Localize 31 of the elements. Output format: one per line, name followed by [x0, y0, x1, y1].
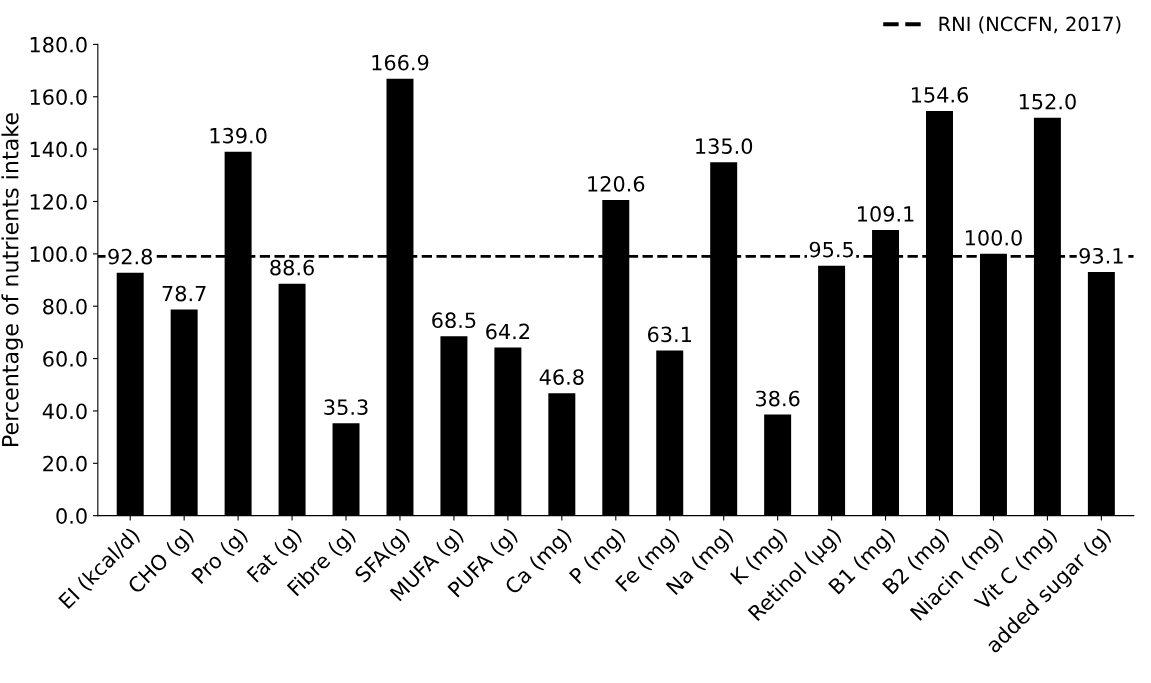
data-label: 78.7: [162, 285, 206, 302]
y-tick-label: 40.0: [42, 403, 87, 420]
data-label: 46.8: [539, 369, 584, 385]
y-tick-label: 60.0: [43, 351, 87, 367]
data-label: 64.2: [486, 323, 529, 340]
y-tick-label: 20.0: [43, 455, 87, 472]
y-axis-title: Percentage of nutrients intake: [1, 113, 23, 446]
data-label: 139.0: [210, 127, 267, 144]
y-tick-label: 100.0: [30, 246, 87, 263]
data-label: 68.5: [432, 312, 476, 329]
data-label: 35.3: [324, 399, 368, 416]
data-label: 92.8: [108, 248, 152, 265]
y-tick-label: 180.0: [30, 36, 87, 53]
y-tick-label: 0.0: [56, 508, 87, 524]
y-tick-label: 140.0: [30, 141, 87, 158]
data-label: 154.6: [911, 86, 969, 103]
data-label: 109.1: [858, 206, 914, 222]
data-label: 100.0: [965, 229, 1022, 246]
data-label: 135.0: [696, 138, 753, 155]
data-label: 166.9: [372, 54, 429, 71]
data-label: 152.0: [1019, 93, 1076, 110]
y-tick-label: 80.0: [43, 298, 87, 315]
data-label: 38.6: [756, 390, 800, 407]
data-label: 93.1: [1079, 247, 1123, 264]
data-label: 63.1: [648, 326, 692, 343]
y-tick-label: 160.0: [30, 89, 87, 105]
y-tick-label: 120.0: [30, 193, 87, 210]
data-label: 120.6: [588, 175, 645, 192]
data-label: 88.6: [270, 259, 314, 276]
legend-label: RNI (NCCFN, 2017): [939, 16, 1121, 34]
data-label: 95.5: [809, 241, 853, 258]
